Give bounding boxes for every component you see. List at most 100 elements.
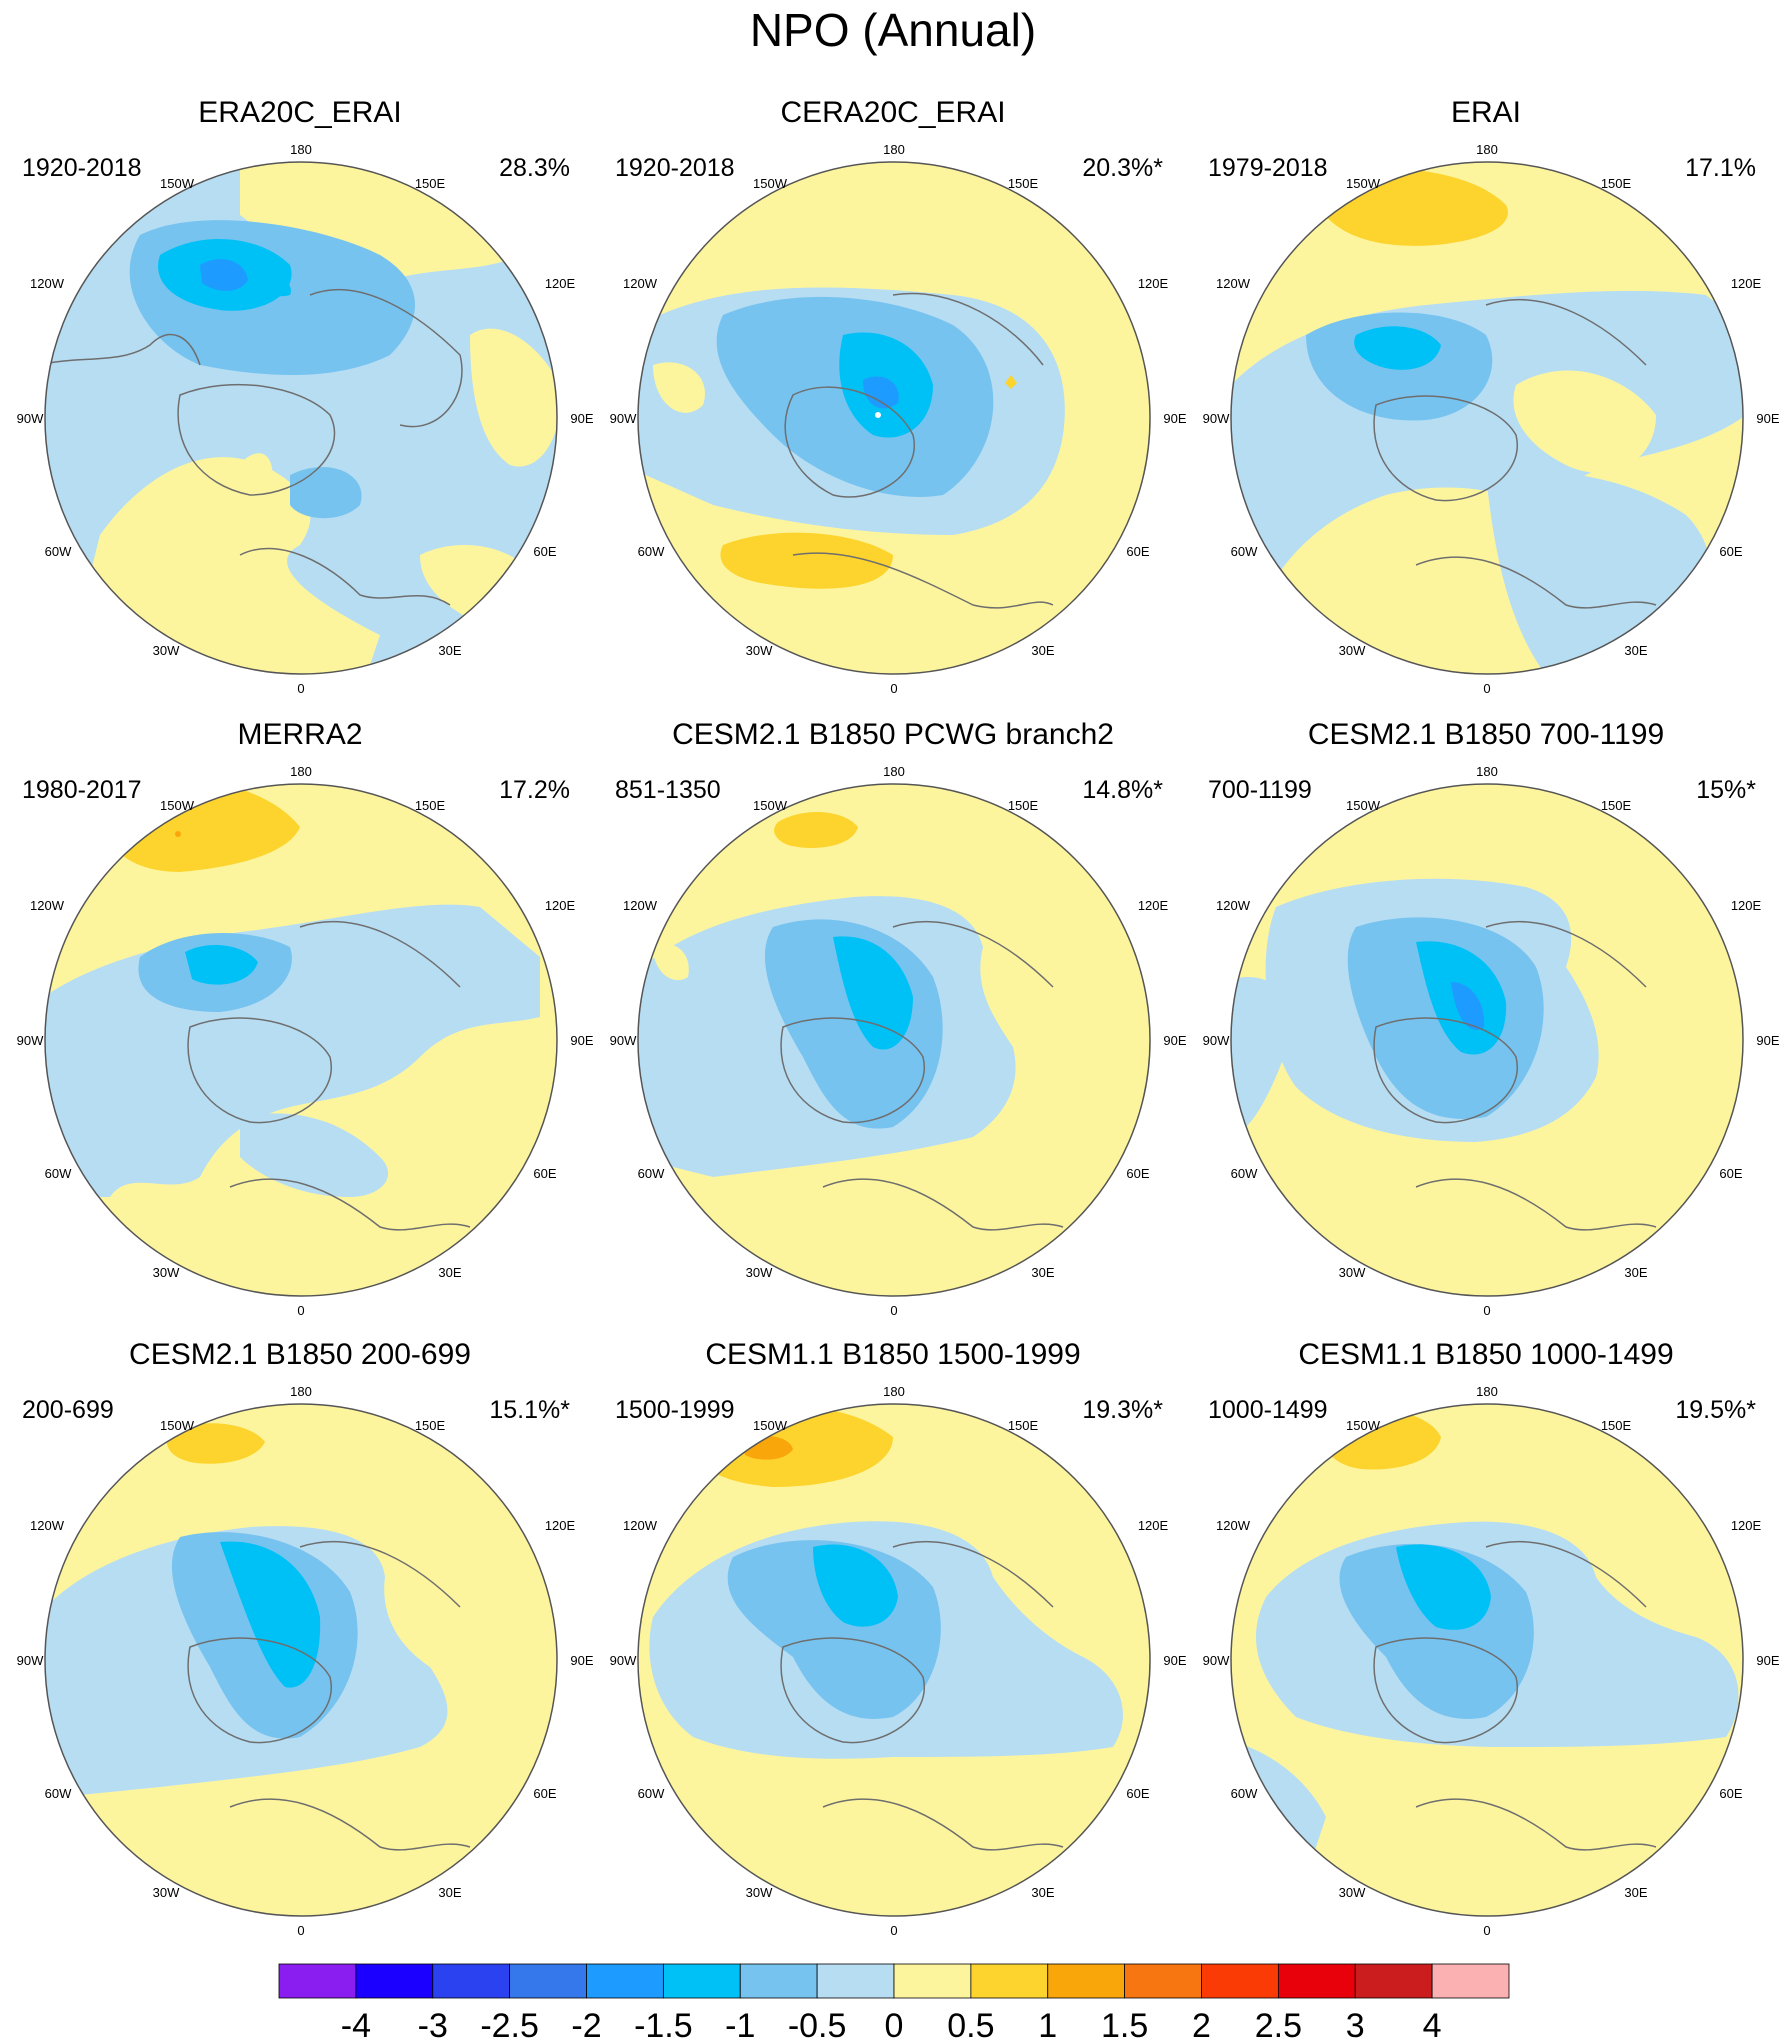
lon-label: 180	[290, 1384, 312, 1399]
positive-anomaly-area	[653, 362, 705, 413]
lon-label: 60E	[1719, 1786, 1742, 1801]
colorbar-label: -0.5	[788, 2007, 847, 2042]
lon-label: 30W	[1339, 1265, 1366, 1280]
coastline	[187, 1637, 333, 1744]
lon-label: 0	[1483, 681, 1490, 696]
panel-erai: ERAI 1979-2018 17.1% 180 150E 120E 90E 6…	[1186, 95, 1786, 715]
lon-label: 180	[290, 764, 312, 779]
coastline	[1415, 1798, 1657, 1851]
lon-label: 30E	[1031, 1265, 1054, 1280]
lon-label: 60W	[1231, 1166, 1258, 1181]
lon-label: 120W	[623, 898, 658, 913]
lon-label: 120E	[1731, 1518, 1762, 1533]
lon-label: 150W	[160, 798, 195, 813]
lon-label: 120W	[30, 276, 65, 291]
colorbar-boxes	[278, 1963, 1510, 1999]
map-boundary	[1230, 1403, 1744, 1917]
negative-anomaly-area	[1354, 326, 1441, 370]
lon-label: 30E	[1624, 1885, 1647, 1900]
positive-anomaly-area	[720, 532, 893, 589]
polar-map: 180 150E 120E 90E 60E 30E 0 30W 60W 90W …	[17, 764, 594, 1318]
positive-anomaly-area	[470, 328, 557, 467]
coastline	[892, 921, 1054, 988]
lon-label: 90E	[570, 1653, 593, 1668]
lon-label: 90W	[17, 1653, 44, 1668]
map-boundary	[1230, 783, 1744, 1297]
panel-title: CESM1.1 B1850 1500-1999	[705, 1338, 1081, 1371]
figure-title: NPO (Annual)	[749, 4, 1037, 56]
map-boundary	[637, 1403, 1151, 1917]
lon-label: 0	[1483, 1303, 1490, 1318]
positive-anomaly-area	[166, 1423, 265, 1464]
lon-label: 120E	[1138, 898, 1169, 913]
panel-cesm21-200-699: CESM2.1 B1850 200-699 200-699 15.1%* 180…	[0, 1337, 600, 1957]
colorbar-box	[893, 1963, 972, 1999]
lon-label: 120W	[1216, 1518, 1251, 1533]
colorbar-label: -1.5	[634, 2007, 693, 2042]
lon-label: 0	[890, 681, 897, 696]
lon-label: 0	[297, 1303, 304, 1318]
lon-label: 0	[297, 1923, 304, 1938]
lon-label: 90E	[1163, 411, 1186, 426]
coastline	[822, 1178, 1064, 1231]
negative-anomaly-area	[185, 944, 258, 985]
lon-label: 150E	[415, 798, 446, 813]
colorbar-box	[739, 1963, 818, 1999]
coastline	[1485, 1541, 1647, 1608]
coastline	[792, 552, 1054, 609]
panel-title: CERA20C_ERAI	[780, 96, 1006, 129]
panel-period: 1920-2018	[615, 154, 735, 182]
lon-label: 120W	[1216, 276, 1251, 291]
lon-label: 90E	[1756, 1653, 1779, 1668]
coastline	[299, 921, 461, 988]
lon-label: 30W	[153, 1885, 180, 1900]
lon-label: 150E	[1601, 1418, 1632, 1433]
polar-map: 180 150E 120E 90E 60E 30E 0 30W 60W 90W …	[610, 764, 1187, 1318]
lon-label: 90W	[1203, 1653, 1230, 1668]
lon-label: 30E	[438, 1265, 461, 1280]
extremum-marker	[175, 831, 181, 837]
coastline	[780, 1637, 926, 1744]
lon-label: 60W	[638, 1786, 665, 1801]
panel-period: 1500-1999	[615, 1396, 735, 1424]
positive-anomaly-area	[653, 943, 689, 981]
lon-label: 30E	[1031, 643, 1054, 658]
map-boundary	[1230, 161, 1744, 675]
coastline	[892, 1541, 1054, 1608]
colorbar-label: 0.5	[947, 2007, 994, 2042]
panel-period: 1980-2017	[22, 776, 142, 804]
panel-period: 200-699	[22, 1396, 114, 1424]
lon-label: 150W	[753, 1418, 788, 1433]
panel-era20c-erai: ERA20C_ERAI 1920-2018 28.3% 180 150E 120…	[0, 95, 600, 715]
coastline	[299, 1541, 461, 1608]
lon-label: 0	[890, 1303, 897, 1318]
map-boundary	[637, 783, 1151, 1297]
lon-label: 30E	[438, 643, 461, 658]
panel-cesm11-1500-1999: CESM1.1 B1850 1500-1999 1500-1999 19.3%*…	[593, 1337, 1193, 1957]
colorbar-box	[586, 1963, 664, 1999]
lon-label: 180	[883, 142, 905, 157]
map-boundary	[44, 783, 558, 1297]
coastline	[1373, 1017, 1519, 1124]
lon-label: 30W	[746, 1265, 773, 1280]
lon-label: 30W	[746, 643, 773, 658]
lon-label: 180	[883, 1384, 905, 1399]
colorbar-box	[1277, 1963, 1356, 1999]
lon-label: 60E	[533, 544, 556, 559]
coastline	[1485, 299, 1647, 366]
lon-label: 90E	[1756, 411, 1779, 426]
lon-label: 60E	[1719, 1166, 1742, 1181]
lon-label: 30E	[438, 1885, 461, 1900]
colorbar-label: -1	[725, 2007, 755, 2042]
panel-variance-percent: 17.1%	[1685, 154, 1756, 182]
polar-map: 180 150E 120E 90E 60E 30E 0 30W 60W 90W …	[1203, 764, 1780, 1318]
lon-label: 60E	[1126, 544, 1149, 559]
lon-label: 120E	[545, 1518, 576, 1533]
lon-label: 60W	[45, 1786, 72, 1801]
panel-variance-percent: 19.3%*	[1082, 1396, 1163, 1424]
colorbar: -4 -3 -2.5 -2 -1.5 -1 -0.5 0 0.5 1 1.5 2 2.5 3 4	[278, 1963, 1510, 2042]
lon-label: 150E	[415, 1418, 446, 1433]
polar-map: 180 150E 120E 90E 60E 30E 0 30W 60W 90W …	[610, 142, 1187, 696]
panel-title: MERRA2	[237, 718, 363, 751]
lon-label: 150W	[1346, 176, 1381, 191]
